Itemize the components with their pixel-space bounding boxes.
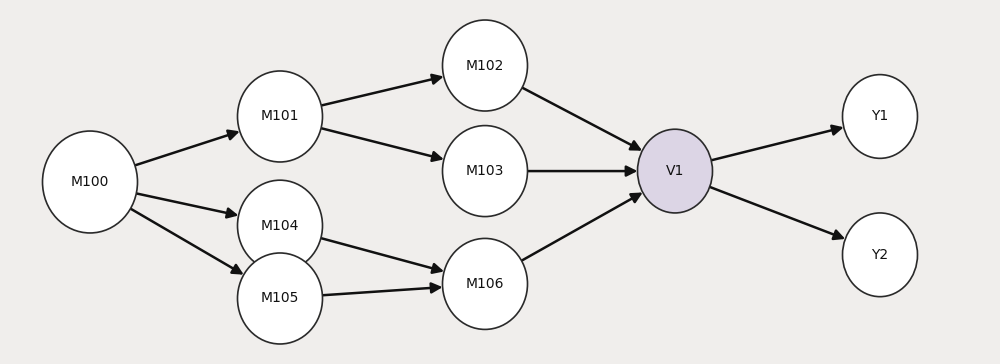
Text: M106: M106 bbox=[466, 277, 504, 291]
Text: Y1: Y1 bbox=[871, 110, 889, 123]
Ellipse shape bbox=[442, 126, 528, 217]
Ellipse shape bbox=[238, 71, 322, 162]
Text: M105: M105 bbox=[261, 292, 299, 305]
Text: M102: M102 bbox=[466, 59, 504, 72]
Text: V1: V1 bbox=[666, 164, 684, 178]
Text: M104: M104 bbox=[261, 219, 299, 233]
Text: M101: M101 bbox=[261, 110, 299, 123]
Ellipse shape bbox=[442, 20, 528, 111]
Ellipse shape bbox=[238, 180, 322, 271]
Ellipse shape bbox=[238, 253, 322, 344]
Text: Y2: Y2 bbox=[871, 248, 889, 262]
Ellipse shape bbox=[442, 238, 528, 329]
Text: M103: M103 bbox=[466, 164, 504, 178]
Ellipse shape bbox=[638, 129, 712, 213]
Ellipse shape bbox=[843, 75, 918, 158]
Ellipse shape bbox=[843, 213, 918, 297]
Text: M100: M100 bbox=[71, 175, 109, 189]
Ellipse shape bbox=[42, 131, 138, 233]
